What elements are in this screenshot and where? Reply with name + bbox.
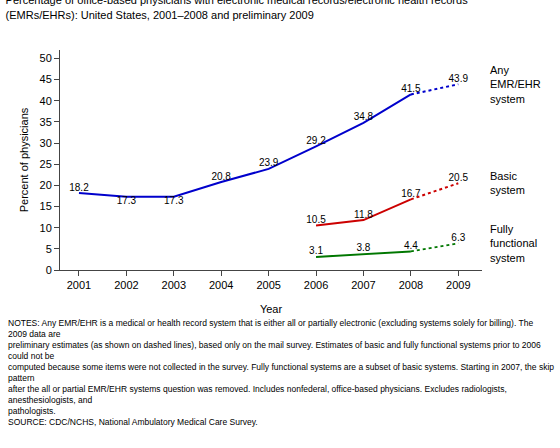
svg-text:2004: 2004 bbox=[209, 279, 233, 291]
svg-text:17.3: 17.3 bbox=[117, 195, 137, 206]
svg-text:10.5: 10.5 bbox=[306, 214, 326, 225]
svg-text:2006: 2006 bbox=[304, 279, 328, 291]
svg-text:5: 5 bbox=[46, 243, 52, 255]
svg-text:3.1: 3.1 bbox=[309, 245, 323, 256]
svg-text:Percent of physicians: Percent of physicians bbox=[18, 107, 30, 212]
svg-text:2009: 2009 bbox=[446, 279, 470, 291]
svg-text:25: 25 bbox=[40, 158, 52, 170]
svg-text:35: 35 bbox=[40, 116, 52, 128]
svg-text:10: 10 bbox=[40, 222, 52, 234]
svg-text:18.2: 18.2 bbox=[69, 182, 89, 193]
svg-text:45: 45 bbox=[40, 73, 52, 85]
svg-text:Percentage of office-based phy: Percentage of office-based physicians wi… bbox=[6, 0, 469, 21]
svg-text:2008: 2008 bbox=[399, 279, 423, 291]
svg-text:50: 50 bbox=[40, 52, 52, 64]
svg-text:2002: 2002 bbox=[114, 279, 138, 291]
svg-text:2007: 2007 bbox=[351, 279, 375, 291]
svg-text:20: 20 bbox=[40, 179, 52, 191]
svg-text:0: 0 bbox=[46, 264, 52, 276]
svg-text:16.7: 16.7 bbox=[401, 188, 421, 199]
svg-text:NOTES: Any EMR/EHR is a medica: NOTES: Any EMR/EHR is a medical or healt… bbox=[8, 318, 554, 427]
svg-text:11.8: 11.8 bbox=[354, 209, 373, 220]
svg-text:34.8: 34.8 bbox=[354, 111, 374, 122]
svg-text:40: 40 bbox=[40, 95, 52, 107]
svg-text:41.5: 41.5 bbox=[401, 83, 421, 94]
svg-text:AnyEMR/EHRsystem: AnyEMR/EHRsystem bbox=[490, 64, 541, 105]
svg-text:2003: 2003 bbox=[162, 279, 186, 291]
svg-text:4.4: 4.4 bbox=[404, 240, 418, 251]
svg-text:20.8: 20.8 bbox=[211, 171, 231, 182]
svg-text:Year: Year bbox=[260, 303, 283, 315]
svg-text:23.9: 23.9 bbox=[259, 157, 279, 168]
svg-text:2005: 2005 bbox=[256, 279, 280, 291]
svg-text:20.5: 20.5 bbox=[449, 172, 469, 183]
svg-text:17.3: 17.3 bbox=[164, 195, 184, 206]
svg-text:3.8: 3.8 bbox=[357, 242, 371, 253]
svg-text:2001: 2001 bbox=[67, 279, 91, 291]
svg-text:6.3: 6.3 bbox=[451, 232, 465, 243]
svg-text:30: 30 bbox=[40, 137, 52, 149]
svg-text:15: 15 bbox=[40, 200, 52, 212]
svg-text:43.9: 43.9 bbox=[449, 73, 469, 84]
svg-text:Basicsystem: Basicsystem bbox=[490, 170, 525, 196]
svg-text:Fullyfunctionalsystem: Fullyfunctionalsystem bbox=[490, 223, 537, 264]
svg-text:29.2: 29.2 bbox=[306, 135, 326, 146]
